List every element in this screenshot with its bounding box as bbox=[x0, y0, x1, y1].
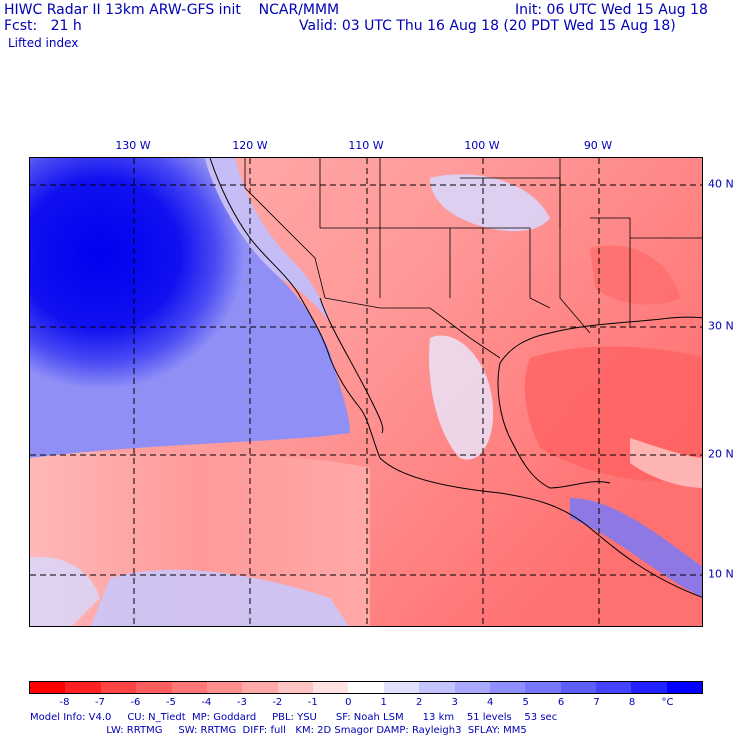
colorbar-label: 0 bbox=[345, 697, 352, 708]
lat-label-20n: 20 N bbox=[708, 447, 734, 461]
colorbar-swatch bbox=[100, 682, 137, 693]
southeast-unstable-air bbox=[590, 245, 680, 305]
field-name: Lifted index bbox=[8, 36, 79, 50]
latlon-grid bbox=[30, 158, 702, 626]
colorbar-swatch bbox=[383, 682, 420, 693]
colorbar-swatch bbox=[242, 682, 278, 693]
lon-label-130w: 130 W bbox=[115, 139, 151, 152]
colorbar-swatch bbox=[171, 682, 207, 693]
colorbar-swatch bbox=[419, 682, 455, 693]
border-co-nm bbox=[379, 158, 451, 298]
colorbar-label: -4 bbox=[201, 697, 212, 708]
colorbar-swatch bbox=[596, 682, 632, 693]
valid-time: Valid: 03 UTC Thu 16 Aug 18 (20 PDT Wed … bbox=[299, 18, 676, 34]
mexico-gulf-coast bbox=[497, 362, 611, 489]
pacific-stable-air bbox=[30, 158, 350, 458]
coastal-transition bbox=[205, 158, 330, 323]
caribbean-patch bbox=[630, 438, 702, 488]
colorbar-label: -8 bbox=[59, 697, 70, 708]
border-us-mexico bbox=[324, 297, 501, 359]
colorbar-swatch bbox=[348, 682, 384, 693]
init-time: Init: 06 UTC Wed 15 Aug 18 bbox=[515, 2, 708, 18]
colorbar-swatch bbox=[65, 682, 101, 693]
colorbar-label: -7 bbox=[94, 697, 105, 708]
colorbar-label: 8 bbox=[628, 697, 636, 708]
stable-patch-sw bbox=[30, 557, 100, 626]
forecast-hour: Fcst: 21 h bbox=[4, 18, 82, 34]
map-svg bbox=[30, 158, 702, 626]
border-mo-ar bbox=[559, 158, 591, 334]
colorbar-swatch bbox=[206, 682, 243, 693]
title-line-1: HIWC Radar II 13km ARW-GFS init NCAR/MMM bbox=[4, 2, 340, 18]
colorbar-label: -6 bbox=[130, 697, 141, 708]
model-info-line-2: LW: RRTMG SW: RRTMG DIFF: full KM: 2D Sm… bbox=[30, 725, 527, 736]
plains-stable-patch bbox=[430, 174, 550, 232]
colorbar-swatch bbox=[631, 682, 667, 693]
colorbar-swatch bbox=[525, 682, 561, 693]
central-america-stable bbox=[570, 498, 702, 598]
gulf-coastline bbox=[499, 316, 702, 364]
lon-label-110w: 110 W bbox=[348, 139, 384, 152]
colorbar-label: 2 bbox=[416, 697, 423, 708]
model-info-line-1: Model Info: V4.0 CU: N_Tiedt MP: Goddard… bbox=[30, 712, 558, 723]
border-nv-ut-az bbox=[319, 158, 381, 298]
colorbar-label: 1 bbox=[380, 697, 387, 708]
colorbar-label: -2 bbox=[272, 697, 283, 708]
stable-patch-south bbox=[90, 569, 349, 626]
border-ms bbox=[590, 217, 631, 328]
colorbar-swatch bbox=[136, 682, 172, 693]
lat-label-10n: 10 N bbox=[708, 567, 734, 581]
lat-label-40n: 40 N bbox=[708, 177, 734, 191]
colorbar-swatch bbox=[30, 682, 66, 693]
mexican-plateau-patch bbox=[429, 335, 494, 460]
lon-label-100w: 100 W bbox=[464, 139, 500, 152]
colorbar-label: 4 bbox=[486, 697, 494, 708]
lon-label-90w: 90 W bbox=[583, 139, 613, 152]
pacific-coastline bbox=[209, 158, 702, 598]
colorbar-swatch bbox=[560, 682, 596, 693]
colorbar-label: 6 bbox=[557, 697, 565, 708]
colorbar-swatch bbox=[454, 682, 490, 693]
colorbar-label: 7 bbox=[593, 697, 600, 708]
colorbar-label: 3 bbox=[451, 697, 458, 708]
colorbar-label: 5 bbox=[522, 697, 529, 708]
border-ca-nv bbox=[244, 158, 326, 299]
colorbar bbox=[29, 681, 703, 694]
colorbar-label: °C bbox=[661, 697, 674, 708]
colorbar-swatch bbox=[666, 682, 703, 693]
colorbar-swatch bbox=[489, 682, 526, 693]
lifted-index-map bbox=[29, 157, 703, 627]
lat-label-30n: 30 N bbox=[708, 319, 734, 333]
colorbar-label: -1 bbox=[307, 697, 318, 708]
colorbar-label: -5 bbox=[165, 697, 176, 708]
colorbar-swatch bbox=[313, 682, 349, 693]
colorbar-swatch bbox=[277, 682, 313, 693]
border-ks-ok bbox=[450, 227, 551, 309]
colorbar-label: -3 bbox=[236, 697, 247, 708]
lon-label-120w: 120 W bbox=[232, 139, 268, 152]
